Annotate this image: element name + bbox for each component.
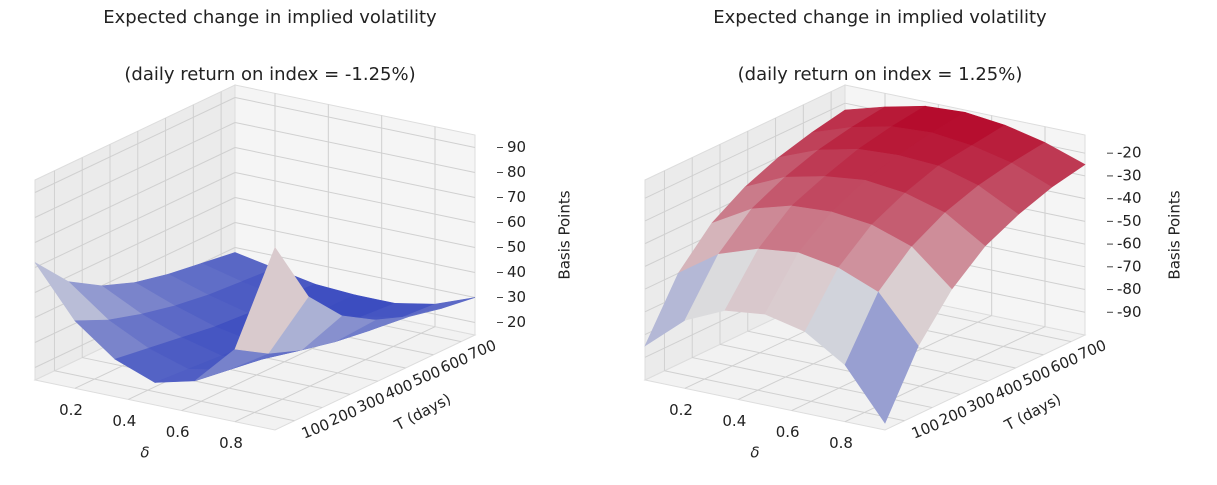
z-tick-label: -50 bbox=[1117, 212, 1142, 230]
z-tick-label: -80 bbox=[1117, 280, 1142, 298]
y-tick-label: 600 bbox=[1048, 349, 1081, 376]
grid-line bbox=[234, 97, 476, 148]
surface-face bbox=[844, 291, 919, 424]
grid-line bbox=[234, 222, 476, 273]
grid-line bbox=[234, 147, 476, 198]
chart-title: Expected change in implied volatility bbox=[713, 7, 1047, 28]
chart-title: Expected change in implied volatility bbox=[103, 7, 437, 28]
grid-line bbox=[644, 102, 846, 199]
x-tick-label: 0.6 bbox=[776, 423, 800, 441]
y-tick-label: 700 bbox=[1076, 336, 1109, 363]
x-tick-label: 0.2 bbox=[59, 401, 83, 419]
y-tick-label: 100 bbox=[909, 415, 942, 442]
chart-subtitle: (daily return on index = -1.25%) bbox=[124, 64, 415, 85]
y-tick-label: 200 bbox=[937, 402, 970, 429]
y-tick-label: 300 bbox=[964, 389, 997, 416]
grid-line bbox=[234, 122, 476, 173]
grid-line bbox=[34, 172, 236, 268]
grid-line bbox=[34, 147, 236, 243]
grid-line bbox=[34, 197, 236, 293]
z-tick-label: -30 bbox=[1117, 166, 1142, 184]
z-tick-label: 90 bbox=[507, 138, 526, 156]
z-tick-label: 40 bbox=[507, 263, 526, 281]
z-tick-label: -60 bbox=[1117, 235, 1142, 253]
x-tick-label: 0.2 bbox=[669, 401, 693, 419]
z-tick-label: 80 bbox=[507, 163, 526, 181]
x-tick-label: 0.4 bbox=[112, 412, 136, 430]
z-tick-label: 30 bbox=[507, 288, 526, 306]
grid-line bbox=[664, 370, 905, 422]
y-tick-label: 500 bbox=[1020, 362, 1053, 389]
grid-line bbox=[719, 343, 961, 395]
chart-subtitle: (daily return on index = 1.25%) bbox=[738, 64, 1023, 85]
grid-line bbox=[82, 357, 323, 409]
grid-line bbox=[234, 326, 436, 423]
z-tick-label: -90 bbox=[1117, 303, 1142, 321]
z-tick-label: -20 bbox=[1117, 144, 1142, 162]
x-tick-label: 0.8 bbox=[219, 434, 243, 452]
y-tick-label: 100 bbox=[299, 415, 332, 442]
z-axis-label: Basis Points bbox=[556, 190, 574, 279]
y-tick-label: 300 bbox=[354, 389, 387, 416]
y-tick-label: 200 bbox=[327, 402, 360, 429]
y-tick-label: 700 bbox=[466, 336, 499, 363]
y-tick-label: 600 bbox=[438, 349, 471, 376]
x-axis-label: δ bbox=[140, 444, 149, 462]
y-tick-label: 400 bbox=[382, 376, 415, 403]
z-tick-label: 50 bbox=[507, 238, 526, 256]
x-axis-label: δ bbox=[750, 444, 759, 462]
x-tick-label: 0.6 bbox=[166, 423, 190, 441]
x-tick-label: 0.8 bbox=[829, 434, 853, 452]
x-tick-label: 0.4 bbox=[722, 412, 746, 430]
z-axis-label: Basis Points bbox=[1166, 190, 1184, 279]
grid-line bbox=[54, 370, 295, 422]
grid-line bbox=[34, 97, 236, 193]
grid-line bbox=[34, 122, 236, 218]
y-tick-label: 400 bbox=[992, 376, 1025, 403]
surface-face bbox=[234, 246, 309, 354]
z-tick-label: -70 bbox=[1117, 257, 1142, 275]
z-tick-label: 60 bbox=[507, 213, 526, 231]
z-tick-label: 20 bbox=[507, 313, 526, 331]
grid-line bbox=[234, 197, 476, 248]
z-tick-label: -40 bbox=[1117, 189, 1142, 207]
y-tick-label: 500 bbox=[410, 362, 443, 389]
grid-line bbox=[234, 172, 476, 223]
z-tick-label: 70 bbox=[507, 188, 526, 206]
